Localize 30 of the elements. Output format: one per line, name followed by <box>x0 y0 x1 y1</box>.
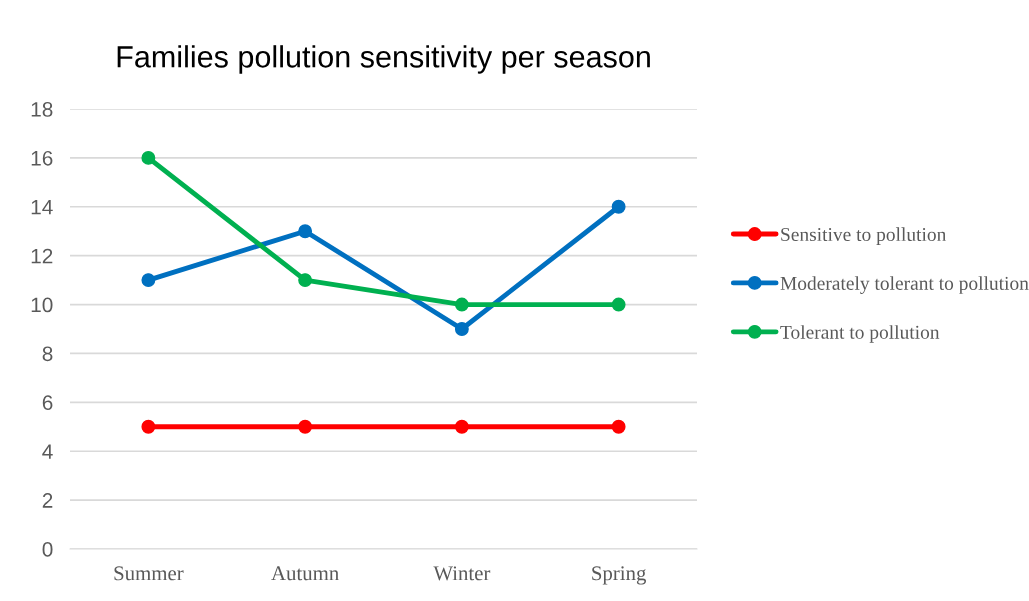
y-tick-label: 16 <box>31 150 53 166</box>
point <box>611 419 626 434</box>
legend-label: Tolerant to pollution <box>780 325 940 343</box>
point <box>611 297 626 312</box>
legend-label: Moderately tolerant to pollution <box>780 276 1029 294</box>
x-tick-label: Winter <box>433 566 491 581</box>
point <box>454 419 469 434</box>
y-tick-label: 6 <box>42 395 53 411</box>
y-tick-label: 2 <box>42 493 53 508</box>
y-tick-label: 10 <box>31 297 53 313</box>
legend-label: Sensitive to pollution <box>781 227 947 245</box>
point <box>298 273 313 288</box>
chart-title: Families pollution sensitivity per season <box>117 45 650 74</box>
y-tick-label: 12 <box>31 248 53 264</box>
point <box>141 273 156 288</box>
point <box>298 224 313 239</box>
y-tick-label: 18 <box>31 102 53 117</box>
point <box>141 150 156 165</box>
y-tick-label: 14 <box>31 199 53 215</box>
point <box>454 297 469 312</box>
x-tick-label: Summer <box>114 566 184 581</box>
point <box>454 322 469 336</box>
y-tick-label: 4 <box>42 444 53 459</box>
x-tick-label: Autumn <box>271 566 339 581</box>
point <box>141 419 156 434</box>
x-tick-label: Spring <box>592 566 647 585</box>
point <box>298 419 313 434</box>
y-tick-label: 0 <box>42 542 53 557</box>
y-tick-label: 8 <box>42 346 53 362</box>
point <box>611 199 626 214</box>
